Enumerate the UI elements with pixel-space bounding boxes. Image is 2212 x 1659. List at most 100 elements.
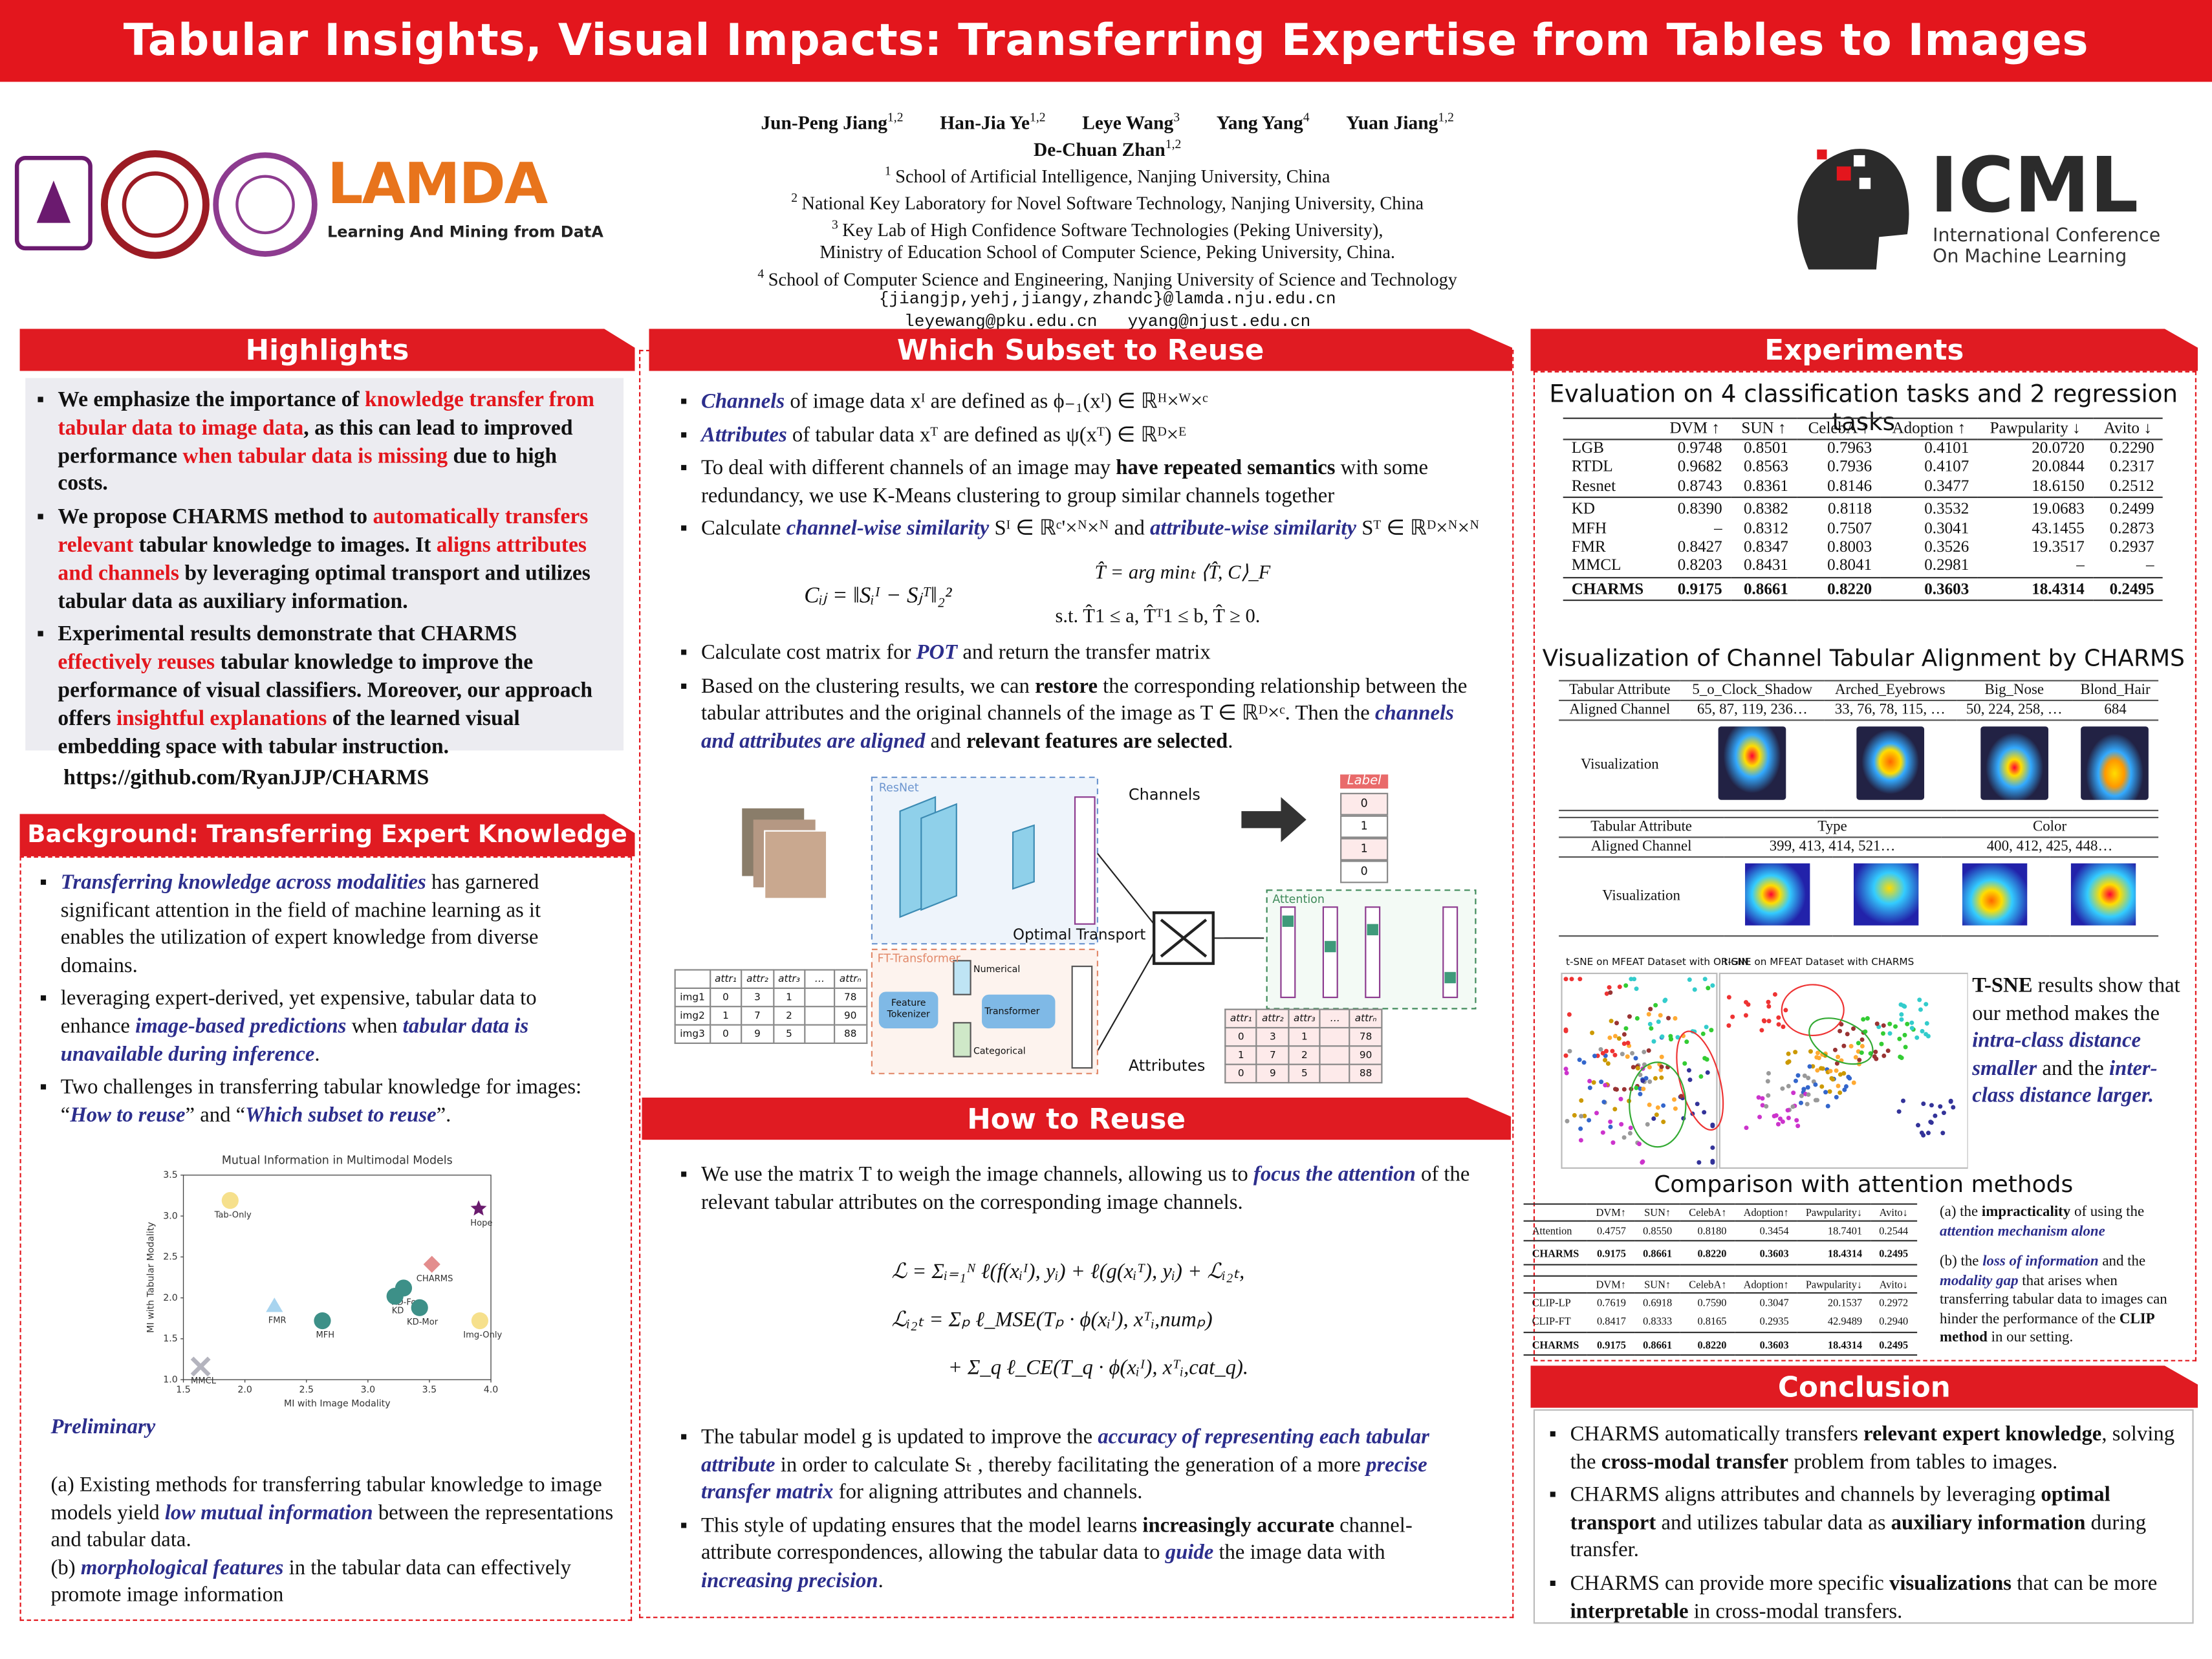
heatmap	[1745, 863, 1811, 926]
table-cell: –	[2146, 558, 2154, 575]
table-cell: img1	[674, 987, 711, 1008]
alignment-table: Tabular Attribute Type Color Aligned Chann…	[1559, 816, 2159, 937]
table-cell: 0.2512	[2109, 477, 2154, 495]
table-cell: 0.8563	[1743, 459, 1788, 476]
tsne-dot	[1808, 1049, 1813, 1054]
tsne-dot	[1834, 1061, 1839, 1066]
label: Attention	[1272, 893, 1325, 906]
table-cell: 0.8220	[1797, 576, 1881, 602]
column-header: SUN↑	[1634, 1204, 1681, 1222]
tsne-dot	[1814, 1055, 1819, 1060]
tsne-dot	[1899, 1012, 1904, 1017]
tsne-dot	[1627, 1131, 1632, 1136]
tsne-dot	[1651, 1116, 1656, 1121]
tsne-dot	[1647, 1102, 1652, 1107]
tsne-dot	[1567, 1048, 1572, 1054]
tsne-dot	[1791, 1090, 1796, 1096]
label: Feature Tokenizer	[887, 997, 930, 1020]
table-cell: 0.3454	[1759, 1224, 1789, 1237]
tsne-dot	[1777, 1116, 1783, 1122]
table-cell: 0.3532	[1880, 497, 1978, 521]
tsne-dot	[1647, 1021, 1653, 1026]
text-run: increasingly accurate	[1142, 1515, 1334, 1537]
tsne-dot	[1594, 1111, 1599, 1116]
preliminary-text: (a) Existing methods for transferring ta…	[51, 1473, 622, 1611]
column-header: DVM ↑	[1658, 418, 1731, 440]
tsne-dot	[1623, 983, 1629, 988]
heatmap	[1962, 863, 2028, 926]
table-cell: 0.8347	[1743, 539, 1788, 556]
column-header: SUN ↑	[1730, 418, 1797, 440]
tsne-dot	[1564, 1070, 1569, 1076]
tsne-dot	[1929, 1103, 1934, 1108]
table-cell: 0.7619	[1596, 1296, 1626, 1310]
point	[221, 1192, 239, 1209]
tsne-dot	[1761, 1018, 1766, 1023]
text-run: during transfer.	[1570, 1512, 2147, 1563]
table-cell: 78	[834, 987, 867, 1008]
row-label: Aligned Channel	[1559, 700, 1681, 721]
plot-title: t-SNE on MFEAT Dataset with CHARMS	[1724, 956, 1914, 968]
seal	[235, 175, 295, 235]
table-row: img2 1 7 2 90	[674, 1006, 867, 1026]
author-name: Leye Wang	[1082, 112, 1174, 134]
tsne-dot	[1601, 1100, 1607, 1105]
tsne-dot	[1692, 987, 1697, 992]
table-row: Attention 0.4757 0.8550 0.8180 0.3454 18.7401…	[1524, 1221, 1917, 1241]
tsne-dot	[1587, 1079, 1592, 1083]
table-row: CHARMS 0.9175 0.8661 0.8220 0.3603 18.4314 0.2…	[1523, 1241, 1917, 1266]
tsne-dot	[1607, 985, 1612, 990]
comparison-table: DVM↑ SUN↑ CelebA↑ Adoption↑ Pawpularity↓ Avit…	[1523, 1275, 1917, 1356]
author: Leye Wang3	[1082, 107, 1180, 135]
tsne-dot	[1772, 992, 1777, 997]
column-header: Avito ↓	[2092, 418, 2163, 440]
cluster-ring	[1629, 1061, 1687, 1148]
author-name: Yang Yang	[1216, 112, 1303, 134]
table-row: Resnet 0.8743 0.8361 0.8146 0.3477 18.6150 0.2…	[1563, 478, 2163, 497]
diagram-shapes	[742, 776, 1477, 1074]
table-cell: 0.8661	[1634, 1331, 1681, 1356]
tsne-dot	[1860, 1037, 1865, 1042]
subset-list: Channels of image data xᴵ are defined as…	[680, 389, 1487, 545]
text-run: (b) the	[1940, 1254, 1983, 1270]
author: Yuan Jiang1,2	[1346, 107, 1454, 135]
point	[423, 1255, 440, 1273]
column-header: Avito↓	[1870, 1204, 1917, 1222]
text-run: (b)	[50, 1557, 81, 1580]
plot-frame	[182, 1175, 492, 1380]
section-frame	[19, 856, 633, 1621]
text-run: have repeated semantics	[1116, 457, 1336, 480]
column-header: attr₂	[1256, 1008, 1290, 1029]
notes: (a) the impracticality of using the atte…	[1940, 1203, 2188, 1348]
text-run: of the relevant tabular attributes on th…	[701, 1164, 1470, 1215]
text-run: and the	[2037, 1057, 2109, 1081]
x-axis-label: MI with Image Modality	[284, 1399, 391, 1409]
tsne-dot	[1578, 977, 1583, 982]
tsne-dot	[1916, 1123, 1921, 1128]
tsne-dot	[1709, 1028, 1714, 1033]
github-link[interactable]: https://github.com/RyanJJP/CHARMS	[63, 766, 429, 790]
tsne-dot	[1687, 977, 1692, 982]
tsne-plots	[1561, 972, 1968, 1169]
tsne-dot	[1726, 995, 1731, 1000]
author-name: De-Chuan Zhan	[1034, 139, 1166, 160]
tsne-dot	[1705, 1070, 1710, 1075]
tsne-dot	[1634, 986, 1639, 992]
tsne-dot	[1766, 1019, 1772, 1024]
tsne-dot	[1786, 1083, 1791, 1089]
subheading: Visualization of Channel Tabular Alignme…	[1542, 644, 2185, 672]
author-affiliation: 3	[1173, 110, 1180, 124]
tsne-dot	[1614, 1021, 1620, 1026]
seal	[213, 152, 318, 257]
cell	[1824, 720, 1957, 812]
label: Attributes	[1128, 1056, 1206, 1076]
text-run: We emphasize the importance of	[58, 387, 365, 412]
text-run: and utilizes tabular data as	[1656, 1512, 1891, 1535]
tsne-dot	[1653, 1003, 1658, 1008]
table-cell: 0.8312	[1743, 520, 1788, 537]
tsne-dot	[1706, 986, 1711, 991]
bullet-item: Transferring knowledge across modalities…	[39, 871, 603, 981]
bullet-item: This style of updating ensures that the …	[680, 1513, 1469, 1596]
channel-list: 50, 224, 258, …	[1956, 700, 2072, 721]
y-axis-label: MI with Tabular Modality	[146, 1222, 157, 1333]
